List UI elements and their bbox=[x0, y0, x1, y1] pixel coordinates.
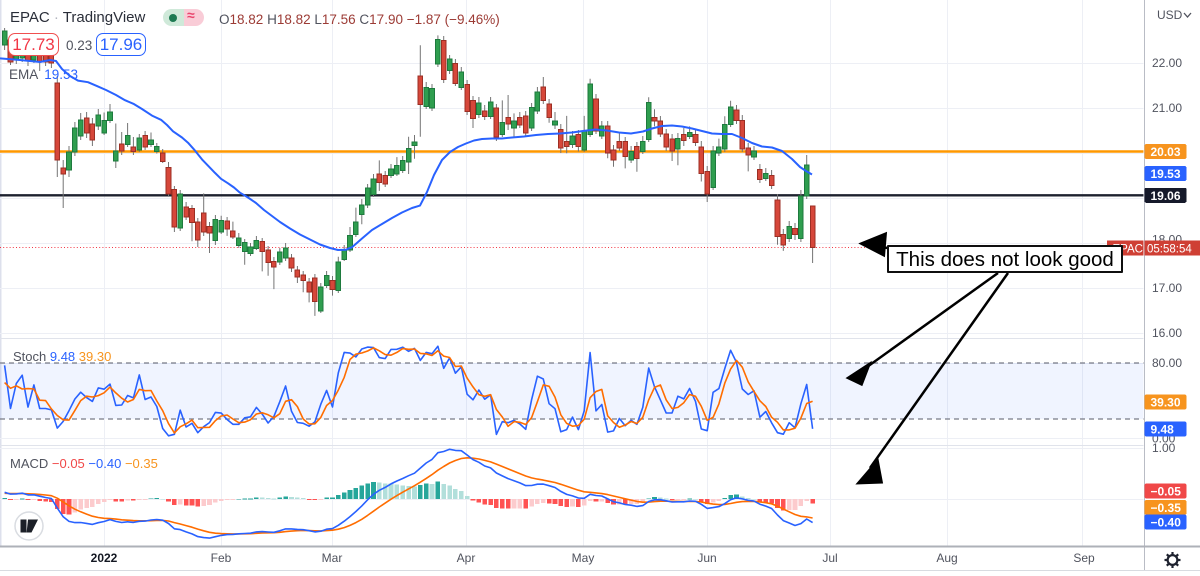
svg-text:−0.40: −0.40 bbox=[1151, 516, 1182, 530]
svg-text:22.00: 22.00 bbox=[1152, 56, 1182, 70]
svg-text:05:58:54: 05:58:54 bbox=[1147, 244, 1192, 256]
svg-text:20.03: 20.03 bbox=[1151, 145, 1181, 159]
svg-text:39.30: 39.30 bbox=[1151, 396, 1181, 410]
svg-text:Jun: Jun bbox=[697, 551, 716, 565]
svg-text:19.53: 19.53 bbox=[1151, 167, 1181, 181]
svg-text:Sep: Sep bbox=[1073, 551, 1095, 565]
svg-text:Mar: Mar bbox=[322, 551, 343, 565]
svg-text:16.00: 16.00 bbox=[1152, 326, 1182, 340]
svg-text:USD: USD bbox=[1157, 8, 1183, 22]
svg-text:Feb: Feb bbox=[211, 551, 232, 565]
svg-text:Apr: Apr bbox=[457, 551, 476, 565]
svg-text:19.06: 19.06 bbox=[1151, 189, 1181, 203]
svg-text:80.00: 80.00 bbox=[1152, 356, 1182, 370]
svg-text:1.00: 1.00 bbox=[1152, 441, 1176, 455]
svg-text:17.00: 17.00 bbox=[1152, 281, 1182, 295]
svg-text:21.00: 21.00 bbox=[1152, 101, 1182, 115]
svg-text:2022: 2022 bbox=[91, 551, 118, 565]
svg-text:−0.35: −0.35 bbox=[1151, 501, 1182, 515]
svg-text:Jul: Jul bbox=[822, 551, 837, 565]
svg-text:−0.05: −0.05 bbox=[1151, 485, 1182, 499]
svg-text:May: May bbox=[572, 551, 595, 565]
svg-text:9.48: 9.48 bbox=[1151, 423, 1175, 437]
svg-text:Aug: Aug bbox=[936, 551, 957, 565]
